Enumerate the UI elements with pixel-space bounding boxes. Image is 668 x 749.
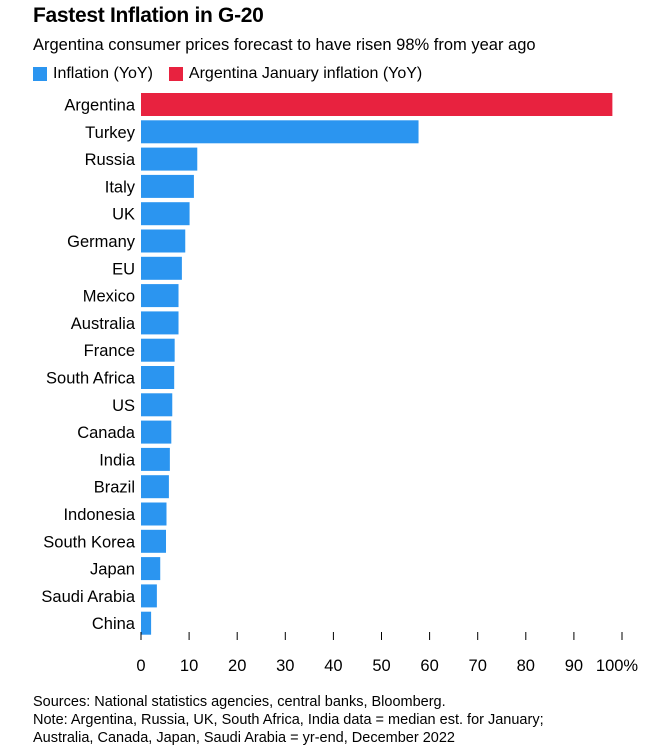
- bar-eu: [141, 256, 182, 280]
- x-tick-label-0: 0: [136, 657, 145, 675]
- category-label-russia: Russia: [85, 151, 136, 169]
- bar-argentina: [141, 93, 613, 116]
- note-text-line-2: Australia, Canada, Japan, Saudi Arabia =…: [33, 730, 455, 746]
- x-tick-label-40: 40: [324, 657, 342, 675]
- category-label-uk: UK: [112, 206, 135, 224]
- chart-notes: Sources: National statistics agencies, c…: [33, 693, 544, 747]
- category-labels: Argentina Turkey Russia Italy UK Germany EU Mex…: [41, 97, 135, 634]
- bar-uk: [141, 202, 190, 226]
- bar-chart: Argentina Turkey Russia Italy UK Germany EU Mex…: [41, 93, 638, 675]
- category-label-germany: Germany: [67, 233, 136, 251]
- legend-item-argentina-january: Argentina January inflation (YoY): [168, 65, 423, 83]
- legend-label-inflation: Inflation (YoY): [53, 65, 153, 82]
- bar-russia: [141, 147, 198, 171]
- bar-turkey: [141, 120, 419, 144]
- bar-us: [141, 393, 173, 417]
- legend: Inflation (YoY) Argentina January inflat…: [33, 65, 438, 83]
- bar-japan: [141, 557, 161, 581]
- category-label-china: China: [92, 615, 136, 633]
- category-label-japan: Japan: [90, 561, 135, 579]
- bar-brazil: [141, 475, 169, 499]
- x-tick-label-70: 70: [469, 657, 487, 675]
- category-label-eu: EU: [112, 260, 135, 278]
- bar-indonesia: [141, 502, 167, 526]
- chart-title: Fastest Inflation in G-20: [33, 4, 264, 27]
- category-label-south-africa: South Africa: [46, 370, 136, 388]
- x-tick-label-30: 30: [276, 657, 294, 675]
- category-label-turkey: Turkey: [85, 124, 136, 142]
- bar-mexico: [141, 284, 179, 308]
- category-label-saudi-arabia: Saudi Arabia: [41, 588, 135, 606]
- category-label-india: India: [99, 451, 136, 469]
- bar-canada: [141, 420, 172, 444]
- bar-india: [141, 447, 170, 471]
- sources-text: Sources: National statistics agencies, c…: [33, 694, 446, 710]
- category-label-italy: Italy: [105, 178, 136, 196]
- bar-australia: [141, 311, 179, 335]
- bar-south-korea: [141, 529, 167, 553]
- legend-item-inflation: Inflation (YoY): [33, 65, 153, 83]
- bar-china: [141, 611, 152, 635]
- legend-swatch-argentina-january: [168, 67, 183, 81]
- bars-layer: [141, 93, 613, 635]
- x-tick-label-20: 20: [228, 657, 246, 675]
- bar-saudi-arabia: [141, 584, 157, 608]
- bar-south-africa: [141, 366, 175, 389]
- category-label-australia: Australia: [71, 315, 136, 333]
- bar-germany: [141, 229, 186, 253]
- bar-italy: [141, 174, 194, 198]
- legend-label-argentina-january: Argentina January inflation (YoY): [188, 65, 423, 82]
- category-label-mexico: Mexico: [83, 288, 135, 306]
- x-tick-label-80: 80: [517, 657, 535, 675]
- x-axis: 0 10 20 30 40 50 60 70 80 90 100%: [136, 632, 638, 675]
- x-tick-label-10: 10: [180, 657, 198, 675]
- bar-france: [141, 338, 175, 362]
- legend-swatch-inflation: [33, 67, 47, 81]
- category-label-argentina: Argentina: [64, 97, 135, 115]
- category-label-us: US: [112, 397, 135, 415]
- category-label-canada: Canada: [77, 424, 136, 442]
- x-tick-label-60: 60: [420, 657, 438, 675]
- category-label-france: France: [84, 342, 135, 360]
- chart-subtitle: Argentina consumer prices forecast to ha…: [33, 36, 536, 54]
- x-tick-label-50: 50: [372, 657, 390, 675]
- category-label-brazil: Brazil: [94, 479, 135, 497]
- category-label-south-korea: South Korea: [43, 533, 136, 551]
- category-label-indonesia: Indonesia: [63, 506, 135, 524]
- x-tick-label-90: 90: [565, 657, 583, 675]
- note-text-line-1: Note: Argentina, Russia, UK, South Afric…: [33, 712, 544, 728]
- x-tick-label-100: 100%: [596, 657, 639, 675]
